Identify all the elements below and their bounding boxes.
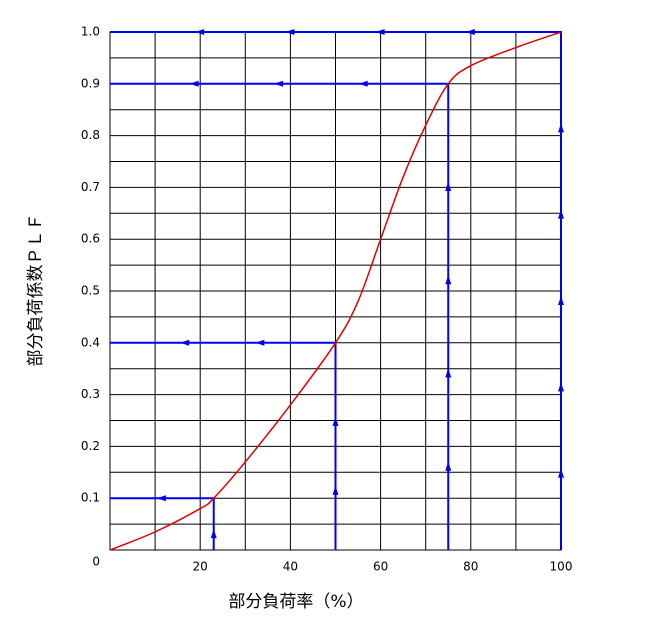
y-tick-label: 0.9 [81,76,100,90]
arrow-head [274,80,284,87]
curve [109,31,562,551]
arrow-head [445,461,452,471]
y-tick-label: 0.6 [81,232,100,246]
arrow-head [332,485,339,495]
x-tick-label: 100 [550,560,573,574]
arrow-head [558,382,564,392]
arrow-head [445,368,452,378]
arrow-head [558,209,564,219]
y-tick-label: 0.2 [81,439,100,453]
arrow-head [445,182,452,192]
arrow-head [180,339,190,346]
x-axis-label: 部分負荷率（%） [228,592,363,612]
x-tick-label: 40 [283,560,298,574]
arrow-head [332,416,339,426]
arrow-head [558,468,564,478]
y-tick-label: 0.4 [81,335,100,349]
y-tick-label: 0 [92,555,100,569]
x-tick-label: 60 [373,560,388,574]
arrow-head [285,29,295,35]
y-tick-label: 0.1 [81,491,100,505]
arrow-head [558,123,564,133]
x-tick-label: 20 [193,560,208,574]
y-tick-label: 0.3 [81,387,100,401]
arrow-head [210,529,217,539]
arrow-head [255,339,265,346]
y-tick-label: 1.0 [81,25,100,39]
arrow-head [358,80,368,87]
arrow-head [189,80,199,87]
arrow-head [445,275,452,285]
arrow-head [465,29,475,35]
arrow-head [195,29,205,35]
arrow-head [156,495,166,502]
y-tick-label: 0.7 [81,180,100,194]
arrow-head [558,296,564,305]
y-tick-label: 0.8 [81,128,100,142]
y-tick-label: 0.5 [81,284,100,298]
y-axis-label: 部分負荷係数ＰＬＦ [26,214,46,367]
arrow-head [375,29,385,35]
x-tick-label: 80 [463,560,478,574]
